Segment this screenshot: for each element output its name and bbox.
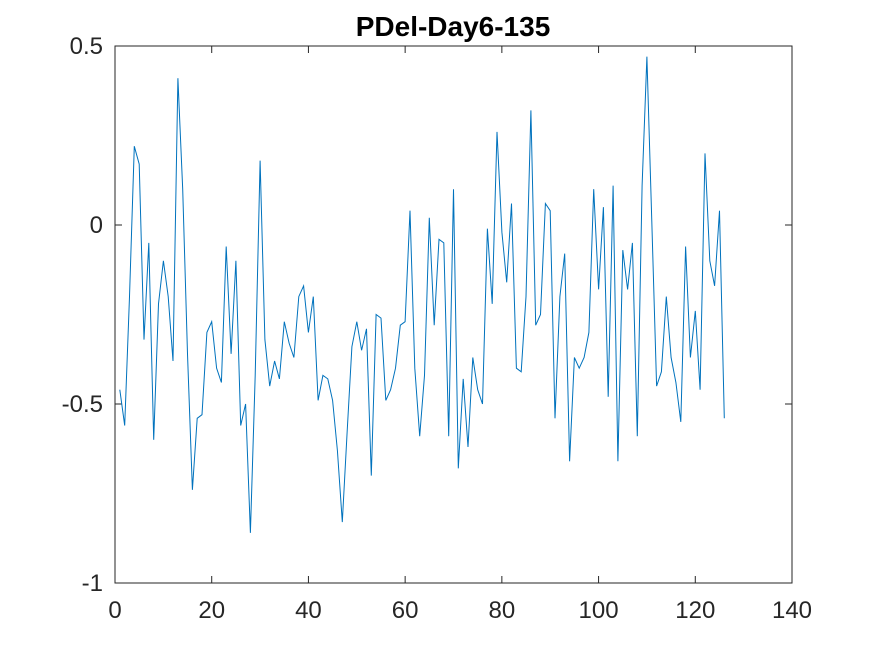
x-tick-label: 40 [295, 597, 322, 624]
y-tick-label: 0.5 [70, 33, 103, 60]
y-axis: -1 -0.5 0 0.5 [62, 33, 792, 597]
x-tick-label: 80 [489, 597, 516, 624]
x-tick-label: 20 [198, 597, 225, 624]
y-tick-label: -0.5 [62, 391, 103, 418]
plot-area [114, 45, 793, 584]
series-layer [119, 56, 725, 533]
series-line [119, 56, 725, 533]
x-tick-label: 140 [772, 597, 812, 624]
chart-title: PDel-Day6-135 [356, 11, 551, 42]
y-tick-label: 0 [90, 212, 103, 239]
x-tick-label: 0 [108, 597, 121, 624]
x-tick-label: 120 [675, 597, 715, 624]
x-axis: 0 20 40 60 80 100 120 140 [108, 46, 812, 624]
plot-frame [114, 45, 793, 584]
x-tick-label: 60 [392, 597, 419, 624]
y-tick-label: -1 [82, 570, 103, 597]
x-tick-label: 100 [579, 597, 619, 624]
